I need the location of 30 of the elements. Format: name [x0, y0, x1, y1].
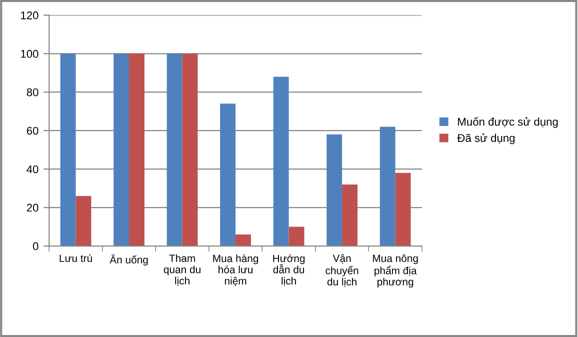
y-tick-label: 40: [26, 165, 38, 174]
x-tick-label: Mua nông phẩm địa phương: [373, 254, 418, 288]
bar: [220, 104, 236, 246]
bar: [182, 54, 198, 246]
x-tick-label: Tham quan du lịch: [164, 254, 200, 286]
bar: [273, 76, 289, 246]
bar: [326, 134, 342, 246]
x-tick-label: Mua hàng hóa lưu niệm: [213, 254, 258, 286]
bar: [395, 172, 411, 246]
x-tick-label: Lưu trú: [60, 254, 92, 262]
bar: [236, 234, 251, 246]
y-tick-label: 20: [26, 204, 38, 212]
y-tick-label: 120: [21, 11, 38, 20]
y-tick-label: 0: [32, 242, 38, 250]
x-tick-label: Vận chuyển du lịch: [326, 254, 358, 287]
y-tick-label: 60: [26, 126, 38, 135]
bar: [129, 54, 144, 246]
bar: [76, 196, 92, 246]
y-tick-label: 80: [26, 88, 38, 96]
x-tick-label: Ăn uống: [110, 254, 148, 266]
bar: [60, 54, 76, 246]
bar: [166, 54, 182, 246]
bar: [380, 126, 396, 246]
legend-label: Muốn được sử dụng: [458, 117, 558, 128]
legend-label: Đã sử dụng: [457, 133, 515, 144]
bar: [342, 184, 358, 246]
bar: [114, 54, 130, 246]
y-tick-label: 100: [21, 50, 38, 58]
bar: [288, 226, 304, 246]
x-tick-label: Hướng dẫn du lịch: [273, 254, 305, 286]
